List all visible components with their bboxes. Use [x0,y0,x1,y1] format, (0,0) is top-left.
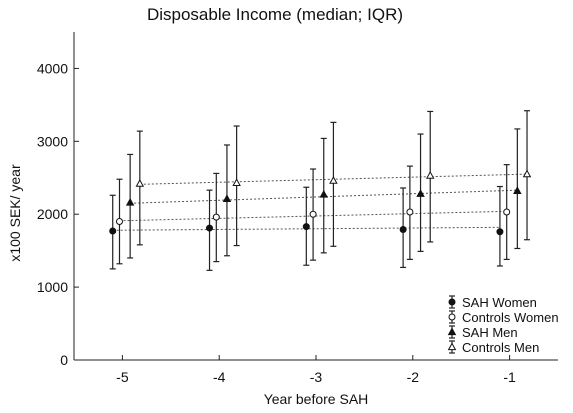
data-marks [109,110,532,271]
data-point [222,194,232,203]
x-tick-label: -5 [116,369,129,385]
data-point [125,197,135,206]
legend-marker [448,298,456,306]
axes: 0 1000 2000 3000 4000 -5 -4 -3 -2 -1 [37,32,558,385]
data-point [406,208,414,216]
data-point [135,178,145,187]
data-point [309,210,317,218]
data-point [416,189,425,197]
y-tick-label: 4000 [37,60,68,76]
data-point [115,218,123,226]
legend-label: Controls Women [462,310,559,325]
data-point [522,169,532,178]
trend-lines [112,173,528,231]
x-tick-label: -4 [213,369,226,385]
legend-label: SAH Men [462,325,518,340]
x-axis-label: Year before SAH [264,391,369,407]
y-tick-label: 3000 [37,133,68,149]
data-point [399,226,407,234]
legend-label: Controls Men [462,340,539,355]
y-tick-label: 1000 [37,279,68,295]
legend-marker [447,327,457,336]
x-tick-label: -2 [407,369,420,385]
data-point [425,170,435,179]
data-point [513,186,522,194]
legend-label: SAH Women [462,295,537,310]
data-point [232,178,241,186]
data-point [503,208,511,216]
data-point [206,224,214,232]
x-tick-label: -3 [310,369,323,385]
data-point [109,227,117,235]
chart-title: Disposable Income (median; IQR) [147,5,403,24]
legend-marker [447,342,457,351]
data-point [302,223,310,231]
legend-marker [448,313,456,321]
data-point [212,213,220,221]
data-point [496,228,504,236]
y-tick-label: 0 [60,352,68,368]
y-tick-label: 2000 [37,206,68,222]
x-tick-label: -1 [503,369,516,385]
y-axis-label: x100 SEK/ year [7,164,23,262]
data-point [329,176,338,184]
data-point [319,189,328,198]
